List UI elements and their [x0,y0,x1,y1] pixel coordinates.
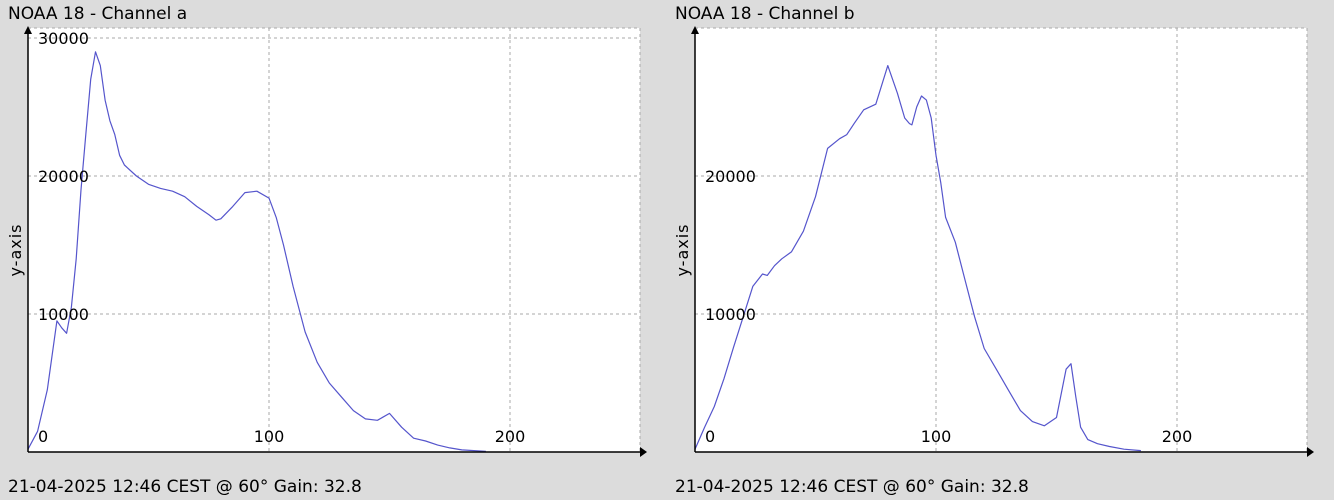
channel-b-chart: 0 100 200 10000 20000 y-axis [673,26,1314,457]
y-tick-label: 10000 [705,305,756,324]
channel-b-panel: NOAA 18 - Channel b 0 100 200 10000 20000 y-a… [667,0,1334,500]
x-tick-label: 0 [705,427,715,446]
x-tick-label: 200 [1162,427,1193,446]
y-tick-label: 10000 [38,305,89,324]
channel-a-title: NOAA 18 - Channel a [8,4,188,24]
series-line [27,51,486,452]
y-axis-arrow-icon [24,26,32,34]
channel-a-panel: NOAA 18 - Channel a 0 100 200 10000 20000 300… [6,4,647,497]
y-tick-label: 20000 [38,167,89,186]
plot-area [695,28,1307,452]
x-axis-arrow-icon [640,447,647,457]
x-axis-arrow-icon [1307,447,1314,457]
channel-b-title: NOAA 18 - Channel b [675,4,855,24]
x-tick-label: 200 [495,427,526,446]
channel-b-footer: 21-04-2025 12:46 CEST @ 60° Gain: 32.8 [675,477,1029,497]
y-axis-arrow-icon [691,26,699,34]
plot-area [28,28,640,452]
channel-a-footer: 21-04-2025 12:46 CEST @ 60° Gain: 32.8 [8,477,362,497]
x-tick-label: 0 [38,427,48,446]
series-line [694,64,1141,452]
x-tick-label: 100 [254,427,285,446]
y-tick-label: 30000 [38,29,89,48]
channel-a-chart: 0 100 200 10000 20000 30000 y-axis [6,26,647,457]
x-tick-label: 100 [921,427,952,446]
y-tick-label: 20000 [705,167,756,186]
y-axis-label: y-axis [6,223,25,276]
y-axis-label: y-axis [673,223,692,276]
